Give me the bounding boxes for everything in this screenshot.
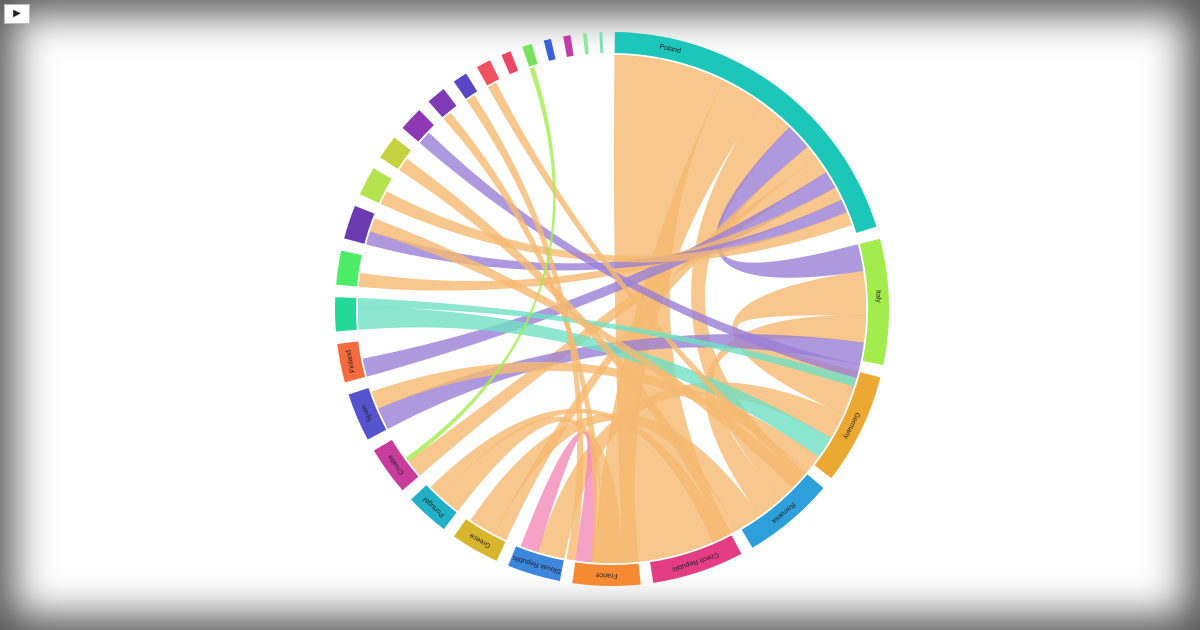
group-label: France (596, 571, 618, 578)
group-arc (476, 60, 500, 86)
group-label: Finland (345, 349, 356, 373)
chord (430, 408, 726, 543)
chord (487, 82, 808, 479)
chord (371, 361, 819, 472)
group-arc (814, 372, 881, 479)
group-label: Italy (874, 290, 882, 304)
group-arc (428, 89, 457, 118)
group-arc (563, 35, 574, 58)
chord (419, 132, 861, 379)
group-arc (373, 439, 419, 491)
chord (357, 297, 857, 387)
group-arc (335, 297, 357, 332)
group-arc (348, 388, 387, 440)
group-arc (543, 38, 556, 61)
group-arc (454, 519, 506, 561)
chord (369, 218, 802, 489)
group-arc (522, 43, 538, 67)
chord (405, 66, 556, 462)
chord (466, 95, 584, 561)
group-arc (453, 73, 478, 99)
group-arc (380, 137, 411, 169)
chords (357, 54, 867, 564)
group-arc (582, 33, 589, 55)
group-arc (336, 250, 362, 287)
group-arc (402, 110, 434, 142)
group-arc (650, 535, 742, 583)
play-button[interactable]: ▶ (4, 4, 30, 24)
group-arc (337, 341, 366, 383)
group-label: Poland (659, 43, 682, 55)
group-arc (572, 562, 641, 586)
group-arc (411, 485, 457, 530)
group-arc (344, 205, 375, 244)
group-arc (359, 168, 392, 203)
group-arc (859, 238, 890, 366)
chord (357, 306, 832, 458)
group-arc (599, 32, 604, 54)
group-arc (501, 51, 519, 75)
group-arc (508, 546, 564, 582)
group-arc (741, 474, 824, 548)
group-arc (614, 32, 877, 233)
